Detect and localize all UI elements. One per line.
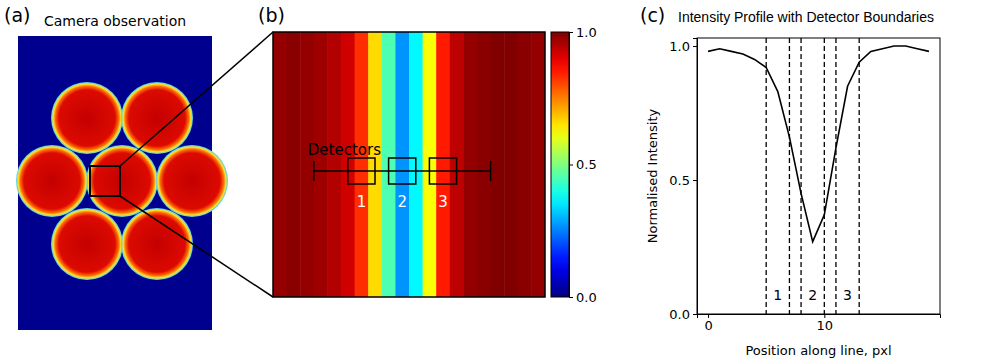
- region-boundary: [859, 38, 860, 314]
- detector-box: [348, 158, 375, 184]
- colorbar-axis: 0.0 0.5 1.0: [569, 25, 597, 305]
- panel-letter: (b): [258, 4, 285, 26]
- tick-label: 0.0: [669, 307, 690, 322]
- detector-label: 1: [357, 193, 367, 211]
- region-boundary: [766, 38, 767, 314]
- region-label: 2: [808, 287, 817, 303]
- zoom-box: [90, 166, 120, 196]
- region-boundary: [800, 38, 801, 314]
- tick: 1.0: [569, 25, 597, 40]
- colorbar-axis-line: [570, 33, 574, 298]
- x-axis-title: Position along line, pxl: [745, 343, 891, 358]
- camera-panel: Camera observation: [16, 13, 228, 330]
- region-label: 1: [773, 287, 782, 303]
- panel-letter: (a): [4, 4, 30, 26]
- tick: 10: [817, 314, 834, 333]
- detector-box: [389, 158, 416, 184]
- heatmap-cell: [327, 32, 341, 297]
- tick-label: 10: [817, 318, 834, 333]
- heatmap-cell: [518, 32, 532, 297]
- detector-box: [429, 158, 456, 184]
- detector-label: 3: [438, 193, 448, 211]
- profile-line: [708, 46, 929, 242]
- y-axis-title: Normalised Intensity: [645, 109, 660, 244]
- tick: 1.0: [669, 39, 697, 54]
- detector-label: 2: [397, 193, 407, 211]
- heatmap-cell: [504, 32, 518, 297]
- region-boundary: [824, 38, 825, 314]
- tick-label: 0: [704, 318, 712, 333]
- profile-panel: 1 2 3 0 10 0.0 0.5 1.0 Position along line, pxl N…: [645, 9, 941, 358]
- annotation: Detectors: [308, 141, 381, 159]
- tick-mark: [569, 165, 573, 166]
- tick: 0.5: [669, 173, 697, 188]
- colorbar: [551, 32, 569, 297]
- tick-label: 1.0: [669, 39, 690, 54]
- zoom-connector: [120, 32, 273, 166]
- detector-line: [314, 170, 491, 172]
- tick-mark: [693, 180, 697, 181]
- heatmap-cell: [491, 32, 505, 297]
- tick-label: 0.0: [576, 290, 597, 305]
- heatmap-cell: [314, 32, 328, 297]
- region-boundary: [835, 38, 836, 314]
- tick: 0.0: [569, 290, 597, 305]
- heatmap-cell: [463, 32, 477, 297]
- heatmap-cell: [436, 32, 450, 297]
- plot-frame: [697, 38, 940, 314]
- y-axis-line: [693, 39, 698, 315]
- fiber-core: [121, 82, 193, 154]
- tick: 0: [704, 314, 712, 333]
- heatmap-cell: [273, 32, 287, 297]
- detector-line-cap: [313, 161, 315, 181]
- fiber-core: [86, 145, 158, 217]
- y-axis: 0.0 0.5 1.0: [669, 39, 697, 322]
- heatmap-cells: [273, 32, 545, 297]
- fiber-core: [51, 82, 123, 154]
- panel-letter: (c): [640, 4, 665, 26]
- fiber-core: [121, 208, 193, 280]
- tick-label: 1.0: [576, 25, 597, 40]
- zoom-connector: [120, 196, 273, 297]
- region-boundary: [789, 38, 790, 314]
- tick: 0.5: [569, 157, 597, 172]
- tick-label: 0.5: [576, 157, 597, 172]
- heatmap-cell: [300, 32, 314, 297]
- tick-mark: [693, 46, 697, 47]
- heatmap-cell: [477, 32, 491, 297]
- detector-line-cap: [490, 161, 492, 181]
- heatmap-cell: [355, 32, 369, 297]
- heatmap-cell: [531, 32, 545, 297]
- figure: (a) (b) (c) Camera observation Detectors 1 2 3 0…: [0, 0, 1004, 364]
- panel-frame: [273, 32, 545, 297]
- heatmap-cell: [395, 32, 409, 297]
- tick-mark: [569, 32, 573, 33]
- tick-mark: [693, 314, 697, 315]
- tick: 0.0: [669, 307, 697, 322]
- fiber-core: [16, 145, 88, 217]
- zoom-panel: Detectors 1 2 3 0.0 0.5 1.0: [273, 25, 597, 305]
- fiber-core: [51, 208, 123, 280]
- panel-title: Camera observation: [44, 13, 186, 29]
- region-label: 3: [843, 287, 852, 303]
- x-axis: 0 10: [698, 314, 941, 333]
- tick-label: 0.5: [669, 173, 690, 188]
- heatmap-cell: [287, 32, 301, 297]
- chart-title: Intensity Profile with Detector Boundari…: [678, 9, 934, 25]
- tick-mark: [569, 297, 573, 298]
- fiber-core: [156, 145, 228, 217]
- plot-area: [708, 38, 929, 314]
